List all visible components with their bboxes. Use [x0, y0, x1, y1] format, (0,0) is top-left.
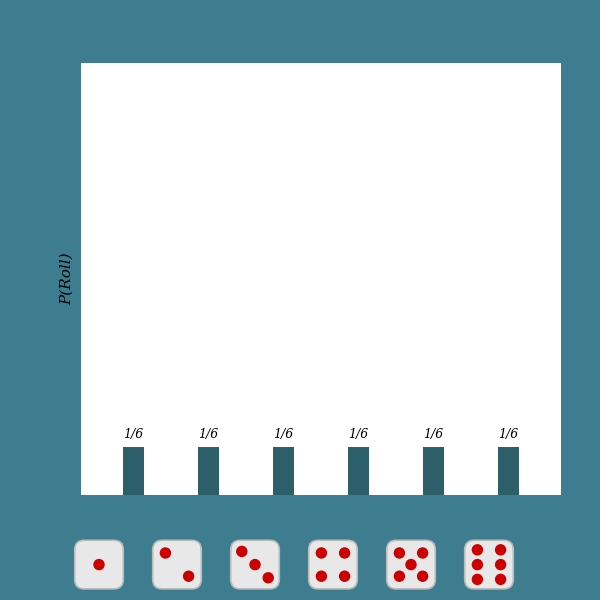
- Bar: [273, 447, 294, 495]
- Circle shape: [184, 571, 194, 581]
- Circle shape: [496, 545, 506, 555]
- Circle shape: [472, 560, 482, 569]
- Circle shape: [263, 573, 273, 583]
- FancyBboxPatch shape: [153, 541, 201, 589]
- Bar: [423, 447, 444, 495]
- Bar: [123, 447, 144, 495]
- FancyBboxPatch shape: [309, 541, 357, 589]
- Text: (PROBABILITY DISTRIBUTION OF A DIE ROLL): (PROBABILITY DISTRIBUTION OF A DIE ROLL): [112, 26, 476, 41]
- Bar: [348, 447, 369, 495]
- Bar: [498, 447, 519, 495]
- FancyBboxPatch shape: [231, 541, 279, 589]
- Circle shape: [316, 571, 326, 581]
- Text: 1/6: 1/6: [349, 428, 368, 441]
- Circle shape: [316, 548, 326, 558]
- Circle shape: [472, 545, 482, 555]
- Circle shape: [237, 547, 247, 556]
- Circle shape: [472, 574, 482, 584]
- Circle shape: [160, 548, 170, 558]
- Circle shape: [418, 571, 428, 581]
- Circle shape: [250, 560, 260, 569]
- Circle shape: [340, 571, 350, 581]
- Text: 1/6: 1/6: [274, 428, 293, 441]
- Text: 1/6: 1/6: [124, 428, 143, 441]
- Circle shape: [340, 548, 350, 558]
- FancyBboxPatch shape: [465, 541, 513, 589]
- FancyBboxPatch shape: [75, 541, 123, 589]
- Y-axis label: P(Roll): P(Roll): [60, 253, 74, 305]
- Circle shape: [394, 548, 404, 558]
- Text: 1/6: 1/6: [499, 428, 518, 441]
- Text: 1/6: 1/6: [424, 428, 443, 441]
- Circle shape: [94, 560, 104, 569]
- Text: 1/6: 1/6: [199, 428, 218, 441]
- Circle shape: [496, 574, 506, 584]
- Circle shape: [418, 548, 428, 558]
- FancyBboxPatch shape: [387, 541, 435, 589]
- Circle shape: [394, 571, 404, 581]
- Circle shape: [496, 560, 506, 569]
- Circle shape: [406, 560, 416, 569]
- Bar: [198, 447, 219, 495]
